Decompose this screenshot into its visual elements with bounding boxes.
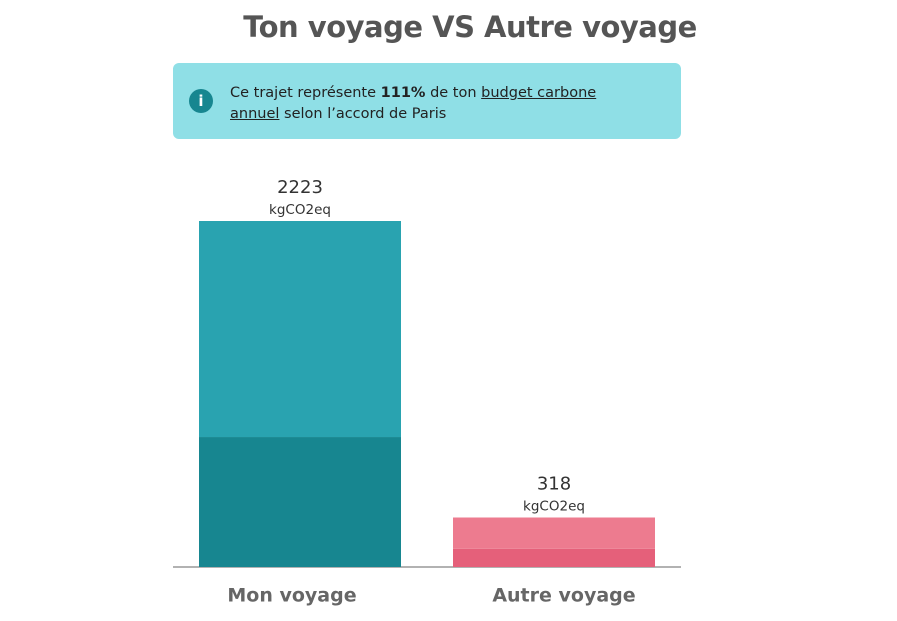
info-icon: i — [189, 89, 213, 113]
x-tick-label: Mon voyage — [227, 585, 356, 607]
bar-segment — [453, 548, 655, 567]
banner-text: Ce trajet représente — [230, 85, 377, 101]
banner-percent: 111% — [380, 85, 426, 101]
bar-total: 318 — [537, 474, 571, 495]
bar-segment — [199, 437, 401, 567]
bar-unit: kgCO2eq — [269, 202, 331, 218]
banner-link[interactable]: budget carbone annuel — [230, 85, 597, 122]
bar-total: 2223 — [277, 177, 323, 198]
banner-text: selon l’accord de Paris — [284, 106, 447, 122]
page-title: Ton voyage VS Autre voyage — [243, 10, 697, 44]
bar-segment — [199, 221, 401, 438]
info-banner — [173, 63, 681, 139]
x-tick-label: Autre voyage — [492, 585, 635, 607]
banner-text: Ce trajet représente 111% de ton budget … — [230, 83, 630, 125]
bar-unit: kgCO2eq — [523, 499, 585, 515]
banner-text: de ton — [430, 85, 477, 101]
bar-segment — [453, 517, 655, 549]
